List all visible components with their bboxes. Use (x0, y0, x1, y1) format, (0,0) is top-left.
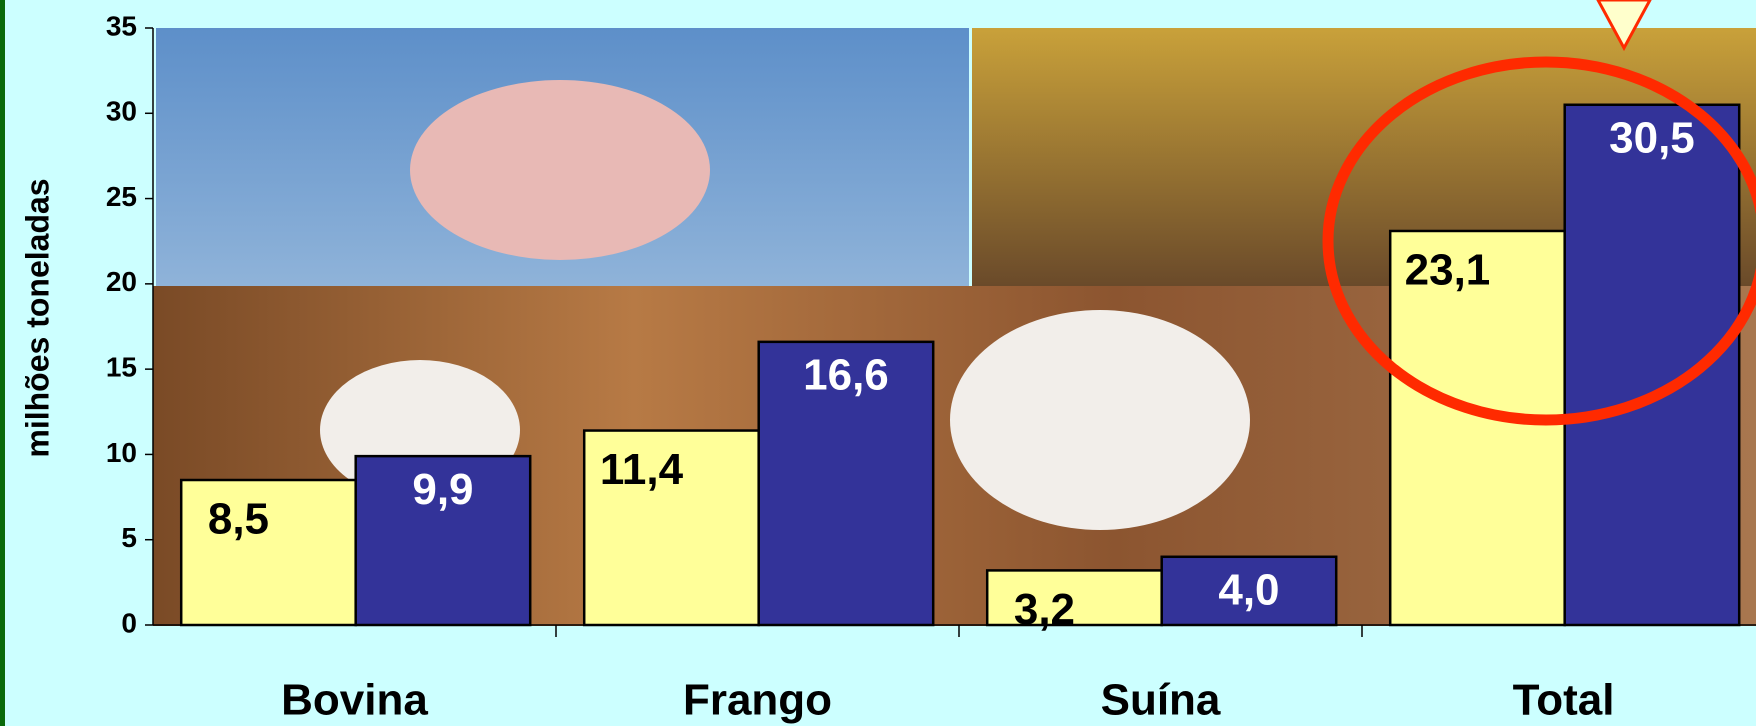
y-tick-label: 0 (121, 607, 137, 638)
bar (1160, 555, 1338, 627)
value-label: 23,1 (1405, 246, 1491, 295)
bar (1388, 229, 1566, 627)
x-tick-label: Suína (1101, 676, 1221, 725)
y-tick-label: 35 (106, 10, 137, 41)
y-tick-label: 15 (106, 352, 137, 383)
y-tick-label: 20 (106, 266, 137, 297)
value-label: 11,4 (600, 445, 684, 494)
value-label: 30,5 (1609, 113, 1695, 162)
y-tick-label: 5 (121, 522, 137, 553)
value-label: 8,5 (208, 495, 269, 544)
bar (179, 478, 357, 627)
bar (354, 454, 532, 627)
arrow (1596, 0, 1652, 52)
x-tick-label: Total (1513, 676, 1615, 725)
value-label: 9,9 (412, 465, 473, 514)
value-label: 16,6 (803, 350, 889, 399)
x-tick-label: Bovina (281, 676, 428, 725)
y-tick-label: 30 (106, 96, 137, 127)
value-label: 3,2 (1014, 585, 1075, 634)
value-label: 4,0 (1218, 565, 1279, 614)
y-tick-label: 10 (106, 437, 137, 468)
cow-face (950, 310, 1250, 530)
highlight-circle (1322, 56, 1756, 426)
bar (582, 429, 760, 627)
pig-shape (410, 80, 710, 260)
y-tick-label: 25 (106, 181, 137, 212)
bar (1563, 103, 1741, 627)
bar (985, 569, 1163, 627)
left-border (0, 0, 5, 726)
bar (757, 340, 935, 627)
y-axis-label: milhões toneladas (19, 178, 55, 457)
x-tick-label: Frango (683, 676, 832, 725)
